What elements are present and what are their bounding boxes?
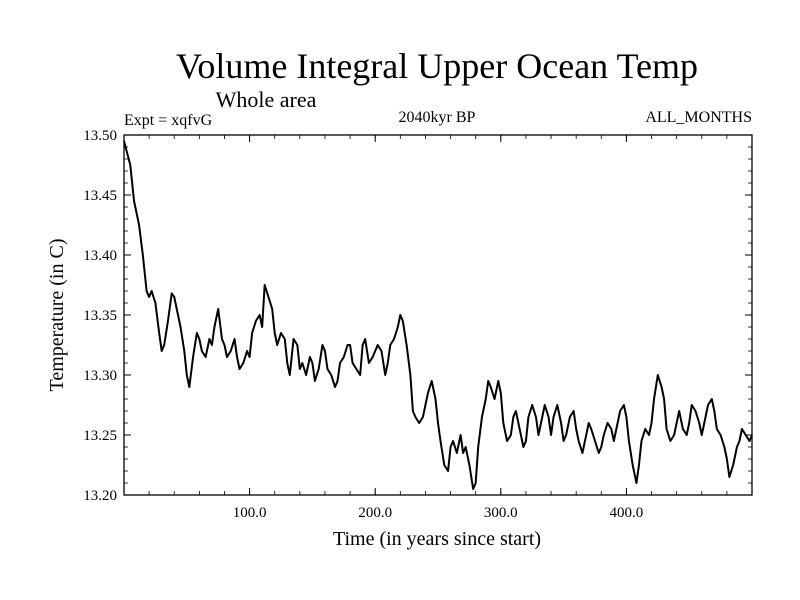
x-axis: 100.0 200.0 300.0 400.0 bbox=[123, 135, 753, 521]
x-tick-label: 100.0 bbox=[233, 505, 267, 521]
months-label: ALL_MONTHS bbox=[645, 109, 752, 126]
x-tick-label: 200.0 bbox=[358, 505, 392, 521]
chart-subtitle: Whole area bbox=[216, 87, 317, 112]
y-tick-label: 13.45 bbox=[83, 188, 117, 204]
y-tick-label: 13.25 bbox=[83, 428, 117, 444]
period-label: 2040kyr BP bbox=[399, 109, 476, 126]
x-tick-label: 400.0 bbox=[610, 505, 644, 521]
chart-title: Volume Integral Upper Ocean Temp bbox=[176, 46, 698, 86]
y-tick-label: 13.35 bbox=[83, 308, 117, 324]
y-tick-label: 13.40 bbox=[83, 248, 117, 264]
y-tick-label: 13.30 bbox=[83, 368, 117, 384]
series-group bbox=[123, 140, 753, 490]
y-axis: 13.20 13.25 13.30 13.35 13.40 13.45 13.50 bbox=[83, 128, 752, 504]
series-line bbox=[123, 140, 753, 490]
experiment-label: Expt = xqfvG bbox=[124, 112, 213, 129]
x-axis-label: Time (in years since start) bbox=[333, 528, 541, 550]
y-tick-label: 13.20 bbox=[83, 488, 117, 504]
y-tick-label: 13.50 bbox=[83, 128, 117, 144]
y-axis-label: Temperature (in C) bbox=[46, 239, 68, 392]
x-tick-label: 300.0 bbox=[484, 505, 518, 521]
